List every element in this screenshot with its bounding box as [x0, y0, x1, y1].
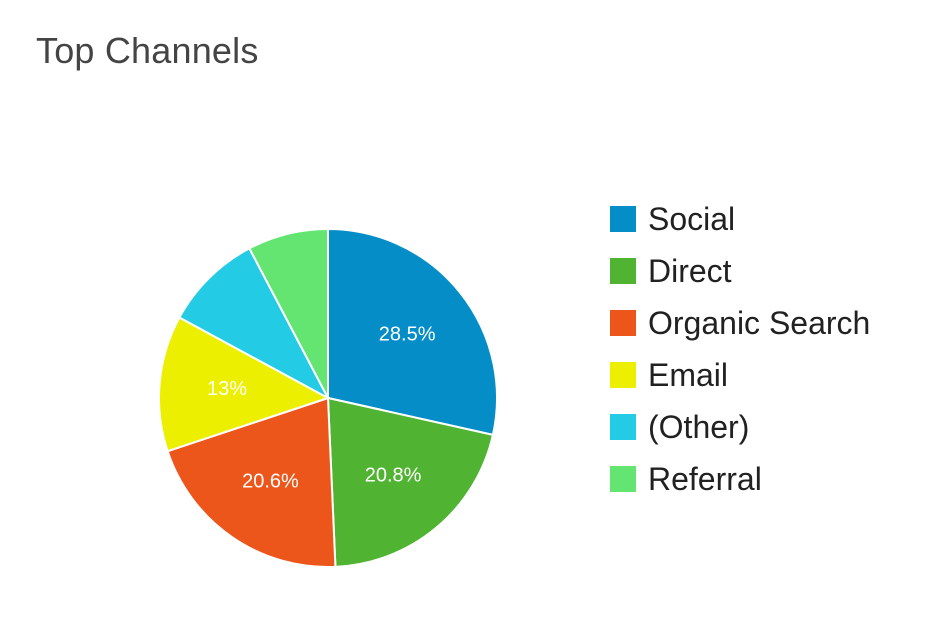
pie-slices: [158, 228, 498, 568]
chart-title: Top Channels: [36, 30, 259, 71]
legend-label: (Other): [648, 408, 750, 445]
legend-item-direct[interactable]: Direct: [610, 245, 870, 297]
legend-swatch: [610, 466, 636, 492]
legend-label: Direct: [648, 252, 732, 289]
pie-slice-organic-search[interactable]: [166, 397, 337, 568]
legend-swatch: [610, 362, 636, 388]
legend-label: Social: [648, 200, 736, 237]
slice-label-email: 13%: [207, 378, 247, 400]
slice-label-social: 28.5%: [379, 324, 436, 346]
pie-slice-labels: 28.5% 20.8% 20.6% 13%: [207, 324, 436, 493]
legend-item-referral[interactable]: Referral: [610, 453, 870, 505]
legend-swatch: [610, 310, 636, 336]
legend: Social Direct Organic Search Email (Other) Re…: [610, 193, 870, 505]
legend-label: Email: [648, 356, 729, 393]
legend-item-social[interactable]: Social: [610, 193, 870, 245]
legend-swatch: [610, 206, 636, 232]
legend-item-organic-search[interactable]: Organic Search: [610, 297, 870, 349]
slice-label-direct: 20.8%: [365, 465, 422, 487]
legend-item-other[interactable]: (Other): [610, 401, 870, 453]
legend-label: Organic Search: [648, 304, 871, 341]
pie-slice-email[interactable]: [158, 316, 329, 453]
legend-label: Referral: [648, 460, 762, 497]
legend-item-email[interactable]: Email: [610, 349, 870, 401]
pie-slice-social[interactable]: [327, 228, 498, 436]
legend-swatch: [610, 258, 636, 284]
pie-slice-referral[interactable]: [248, 228, 329, 399]
legend-swatch: [610, 414, 636, 440]
pie-slice-other[interactable]: [178, 247, 329, 399]
pie-slice-direct[interactable]: [327, 397, 494, 568]
slice-label-organic-search: 20.6%: [242, 471, 299, 493]
